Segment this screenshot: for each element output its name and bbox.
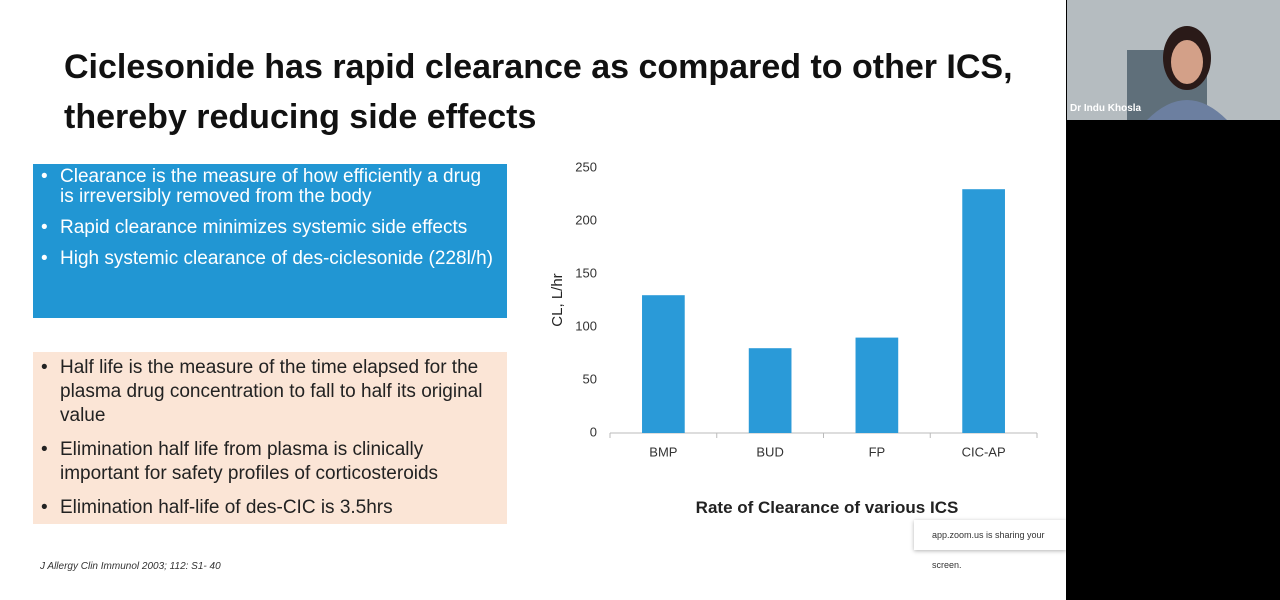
y-tick-label: 50 [583,371,597,386]
bar [855,337,899,433]
bullet: Clearance is the measure of how efficien… [33,167,499,207]
y-tick-label: 100 [575,318,597,333]
bullet: Elimination half-life of des-CIC is 3.5h… [33,496,499,520]
bullet: Half life is the measure of the time ela… [33,356,499,428]
y-tick-label: 150 [575,265,597,280]
x-tick-label: FP [869,444,886,459]
slide: Ciclesonide has rapid clearance as compa… [0,0,1066,600]
video-frame [1067,0,1280,120]
x-tick-label: BUD [756,444,783,459]
y-tick-label: 200 [575,212,597,227]
chart-title: Rate of Clearance of various ICS [695,498,959,517]
participant-name: Dr Indu Khosla [1070,103,1142,114]
bullet: High systemic clearance of des-ciclesoni… [33,249,499,270]
bar [748,348,792,433]
x-tick-label: CIC-AP [962,444,1006,459]
x-tick-label: BMP [649,444,677,459]
bullet: Elimination half life from plasma is cli… [33,438,499,486]
bar [962,189,1005,433]
body [1147,100,1227,120]
slide-title: Ciclesonide has rapid clearance as compa… [64,48,1013,136]
chart: CL, L/hr 0 50 100 150 200 250 BMP BUD FP CIC-AP [549,159,1038,459]
citation: J Allergy Clin Immunol 2003; 112: S1- 40 [40,561,221,572]
info-box: Clearance is the measure of how efficien… [33,164,507,318]
face [1171,40,1203,84]
y-axis-label: CL, L/hr [549,273,566,326]
info-box: Half life is the measure of the time ela… [33,352,507,524]
share-notice: app.zoom.us is sharing your screen. [914,520,1066,570]
y-tick-label: 0 [590,424,597,439]
bullet: Rapid clearance minimizes systemic side … [33,218,499,239]
participant-video: Dr Indu Khosla [1067,0,1280,120]
y-tick-label: 250 [575,159,597,174]
bar [642,295,685,433]
